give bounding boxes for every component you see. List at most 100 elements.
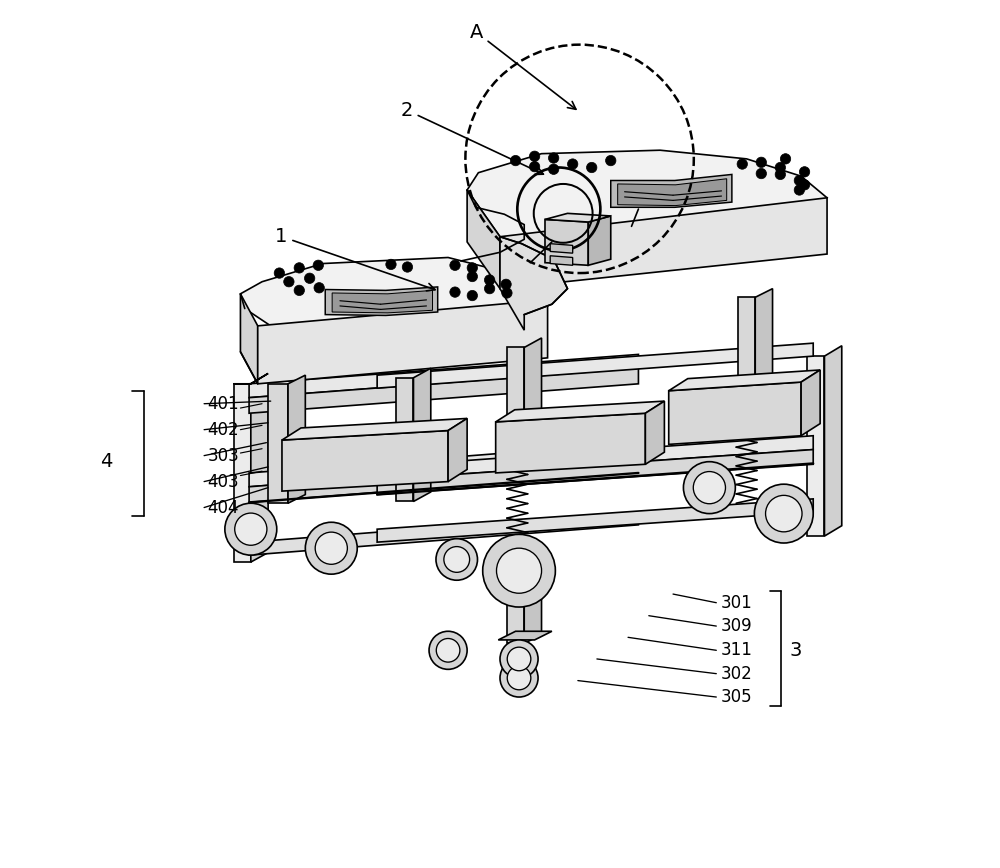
Circle shape bbox=[235, 513, 267, 545]
Circle shape bbox=[436, 539, 478, 580]
Polygon shape bbox=[496, 413, 645, 473]
Polygon shape bbox=[801, 370, 820, 436]
Circle shape bbox=[775, 162, 786, 173]
Circle shape bbox=[529, 151, 540, 161]
Circle shape bbox=[294, 286, 304, 296]
Polygon shape bbox=[234, 384, 251, 562]
Circle shape bbox=[484, 284, 495, 294]
Polygon shape bbox=[807, 356, 824, 536]
Circle shape bbox=[436, 639, 460, 662]
Circle shape bbox=[587, 162, 597, 173]
Polygon shape bbox=[377, 343, 813, 388]
Polygon shape bbox=[240, 294, 258, 384]
Circle shape bbox=[225, 503, 277, 556]
Text: 401: 401 bbox=[208, 395, 239, 412]
Polygon shape bbox=[377, 499, 813, 542]
Polygon shape bbox=[500, 237, 567, 330]
Polygon shape bbox=[645, 401, 664, 464]
Circle shape bbox=[274, 268, 285, 279]
Polygon shape bbox=[282, 418, 467, 440]
Circle shape bbox=[294, 263, 304, 273]
Polygon shape bbox=[325, 287, 438, 315]
Polygon shape bbox=[545, 214, 611, 222]
Circle shape bbox=[606, 155, 616, 166]
Circle shape bbox=[756, 168, 766, 179]
Polygon shape bbox=[496, 401, 664, 422]
Polygon shape bbox=[669, 370, 820, 391]
Text: 2: 2 bbox=[400, 101, 543, 174]
Polygon shape bbox=[249, 457, 638, 503]
Polygon shape bbox=[550, 244, 573, 253]
Polygon shape bbox=[467, 190, 500, 289]
Text: 309: 309 bbox=[721, 617, 752, 635]
Polygon shape bbox=[377, 450, 813, 495]
Circle shape bbox=[548, 153, 559, 163]
Circle shape bbox=[799, 167, 810, 177]
Circle shape bbox=[467, 263, 478, 273]
Polygon shape bbox=[507, 557, 524, 643]
Text: 305: 305 bbox=[721, 688, 752, 706]
Text: 404: 404 bbox=[208, 498, 239, 516]
Polygon shape bbox=[396, 378, 413, 502]
Circle shape bbox=[754, 484, 813, 543]
Circle shape bbox=[467, 272, 478, 282]
Circle shape bbox=[794, 175, 805, 186]
Circle shape bbox=[794, 185, 805, 195]
Polygon shape bbox=[413, 368, 431, 502]
Circle shape bbox=[766, 496, 802, 532]
Circle shape bbox=[548, 164, 559, 174]
Polygon shape bbox=[755, 289, 773, 410]
Polygon shape bbox=[249, 512, 638, 556]
Polygon shape bbox=[268, 384, 288, 503]
Polygon shape bbox=[249, 443, 638, 487]
Polygon shape bbox=[550, 256, 573, 266]
Circle shape bbox=[484, 275, 495, 286]
Polygon shape bbox=[588, 216, 611, 266]
Text: 1: 1 bbox=[275, 227, 435, 291]
Circle shape bbox=[429, 631, 467, 669]
Circle shape bbox=[507, 667, 531, 690]
Circle shape bbox=[756, 157, 766, 168]
Text: 3: 3 bbox=[790, 641, 802, 660]
Circle shape bbox=[305, 523, 357, 574]
Circle shape bbox=[567, 159, 578, 169]
Circle shape bbox=[500, 659, 538, 697]
Text: 402: 402 bbox=[208, 421, 239, 438]
Circle shape bbox=[467, 291, 478, 300]
Circle shape bbox=[402, 262, 413, 273]
Polygon shape bbox=[545, 220, 588, 266]
Polygon shape bbox=[498, 631, 552, 640]
Circle shape bbox=[313, 260, 323, 271]
Text: 303: 303 bbox=[208, 447, 239, 464]
Circle shape bbox=[450, 287, 460, 298]
Polygon shape bbox=[251, 373, 268, 562]
Circle shape bbox=[502, 288, 512, 299]
Circle shape bbox=[693, 471, 725, 503]
Polygon shape bbox=[249, 354, 638, 398]
Polygon shape bbox=[282, 431, 448, 491]
Circle shape bbox=[304, 273, 315, 284]
Circle shape bbox=[386, 260, 396, 270]
Polygon shape bbox=[611, 174, 732, 207]
Polygon shape bbox=[332, 291, 433, 312]
Circle shape bbox=[507, 648, 531, 671]
Circle shape bbox=[780, 154, 791, 164]
Circle shape bbox=[450, 260, 460, 271]
Polygon shape bbox=[448, 418, 467, 482]
Polygon shape bbox=[249, 368, 638, 413]
Polygon shape bbox=[738, 298, 755, 410]
Polygon shape bbox=[824, 345, 842, 536]
Polygon shape bbox=[288, 375, 305, 503]
Circle shape bbox=[500, 640, 538, 678]
Circle shape bbox=[683, 462, 735, 514]
Circle shape bbox=[444, 547, 470, 572]
Text: 403: 403 bbox=[208, 472, 239, 490]
Polygon shape bbox=[467, 150, 827, 264]
Polygon shape bbox=[258, 299, 548, 384]
Circle shape bbox=[483, 535, 555, 607]
Circle shape bbox=[314, 283, 324, 293]
Circle shape bbox=[284, 277, 294, 287]
Circle shape bbox=[799, 180, 810, 190]
Polygon shape bbox=[500, 198, 827, 289]
Circle shape bbox=[497, 549, 542, 593]
